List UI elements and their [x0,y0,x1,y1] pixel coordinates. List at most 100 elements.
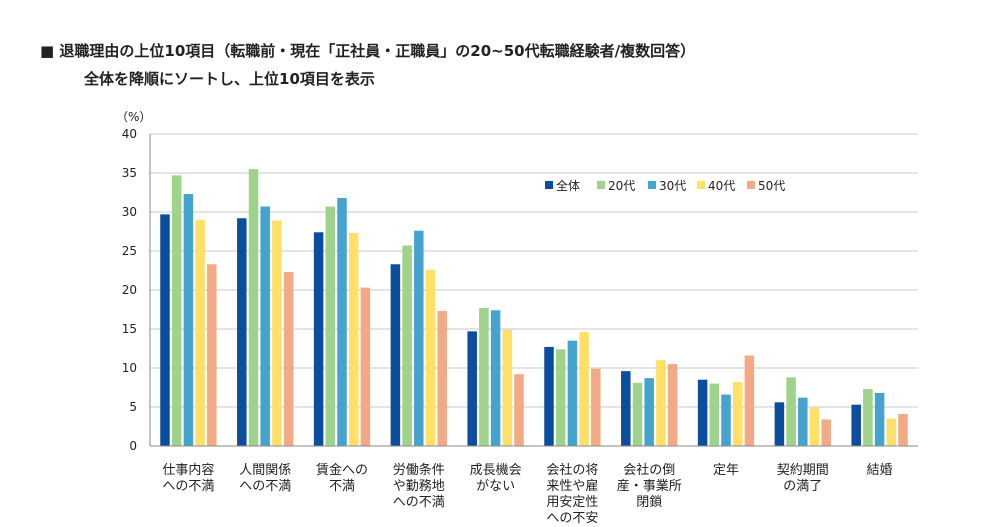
bar-30代-3 [414,230,424,446]
y-tick-label: 10 [122,361,137,375]
legend-swatch-0 [545,181,553,189]
bar-50代-2 [360,287,371,446]
bar-50代-3 [437,311,447,446]
x-category-label: がない [476,479,515,494]
x-category-label: 定年 [713,463,739,478]
bar-50代-5 [591,368,601,446]
x-category-label: 仕事内容 [162,462,214,478]
bar-20代-5 [555,349,566,446]
bars [160,169,908,446]
bar-50代-1 [283,272,294,446]
bar-30代-4 [490,310,501,446]
x-axis-categories: 仕事内容への不満人間関係への不満賃金への不満労働条件や勤務地への不満成長機会がな… [162,462,892,526]
y-tick-label: 5 [129,400,137,414]
x-category-label: 来性や雇 [546,478,598,494]
bar-50代-7 [744,355,755,446]
chart-title: ■ 退職理由の上位10項目（転職前・現在「正社員・正職員」の20~50代転職経験… [40,42,696,60]
bar-20代-3 [402,245,412,446]
bar-20代-8 [786,377,796,446]
bar-全体-1 [237,218,247,446]
bar-30代-6 [644,378,654,446]
x-category-label: への不安 [546,511,598,526]
x-category-label: 成長機会 [470,463,522,478]
bar-全体-6 [621,371,631,446]
legend-swatch-3 [697,181,705,189]
bar-20代-2 [325,206,336,446]
bar-20代-6 [632,382,643,446]
x-category-label: 契約期間 [777,463,829,478]
bar-20代-1 [248,169,259,446]
bar-50代-9 [898,414,908,446]
legend-label-2: 30代 [659,179,686,193]
bar-40代-6 [656,360,666,446]
x-category-label: への不満 [239,479,291,494]
legend-swatch-4 [747,181,755,189]
x-category-label: 結婚 [867,463,893,478]
bar-30代-2 [337,197,347,446]
bar-20代-0 [171,175,182,446]
x-category-label: への不満 [162,479,214,494]
x-category-label: 会社の将 [546,462,598,478]
bar-40代-1 [272,220,282,446]
bar-40代-8 [809,407,820,446]
bar-全体-3 [390,264,401,446]
y-axis-ticks: 0 5 10 15 20 25 30 35 40 [122,127,137,453]
bar-30代-9 [874,392,885,446]
bar-30代-5 [567,340,578,446]
bar-30代-7 [721,394,731,446]
legend: 全体 20代 30代 40代 50代 [545,178,785,193]
bar-40代-5 [579,332,589,446]
bar-50代-4 [514,374,524,446]
bar-40代-2 [348,233,359,446]
x-category-label: 賃金への [316,462,368,478]
x-category-label: の満了 [783,479,822,494]
bar-全体-5 [544,346,554,446]
y-tick-label: 15 [122,322,137,336]
bar-50代-6 [667,364,678,446]
x-category-label: 人間関係 [239,463,291,478]
chart-subtitle: 全体を降順にソートし、上位10項目を表示 [84,70,375,88]
y-tick-label: 0 [129,439,137,453]
bar-40代-4 [502,329,513,446]
x-category-label: 会社の倒 [623,462,675,478]
bar-40代-0 [195,219,205,446]
bar-全体-7 [697,379,708,446]
y-tick-label: 40 [122,127,137,141]
legend-label-1: 20代 [608,179,635,193]
bar-全体-0 [160,214,170,446]
bar-20代-4 [479,307,489,446]
bar-20代-7 [709,383,720,446]
bar-50代-0 [207,264,217,446]
legend-swatch-1 [597,181,605,189]
y-tick-label: 30 [122,205,137,219]
x-category-label: 不満 [329,479,355,494]
axes [149,134,918,447]
bar-40代-9 [886,418,897,446]
bar-30代-1 [260,206,270,446]
x-category-label: 閉鎖 [636,494,662,510]
legend-label-4: 50代 [758,179,785,193]
legend-label-0: 全体 [556,178,580,193]
legend-swatch-2 [648,181,656,189]
legend-label-3: 40代 [708,179,735,193]
bar-全体-4 [467,331,477,446]
y-tick-label: 25 [122,244,137,258]
y-tick-label: 35 [122,166,137,180]
bar-全体-2 [313,232,324,446]
y-axis-label: （%） [116,110,151,124]
x-category-label: 用安定性 [546,495,598,510]
bar-40代-3 [425,269,436,446]
bar-全体-9 [851,404,861,446]
bar-40代-7 [732,382,743,446]
x-category-label: 産・事業所 [617,478,682,494]
y-tick-label: 20 [122,283,137,297]
x-category-label: への不満 [393,495,445,510]
bar-全体-8 [774,402,785,446]
x-category-label: 労働条件 [393,462,445,478]
x-category-label: や勤務地 [393,479,445,494]
bar-20代-9 [863,389,873,446]
bar-30代-0 [183,194,194,446]
bar-50代-8 [821,419,831,446]
bar-30代-8 [798,397,808,446]
